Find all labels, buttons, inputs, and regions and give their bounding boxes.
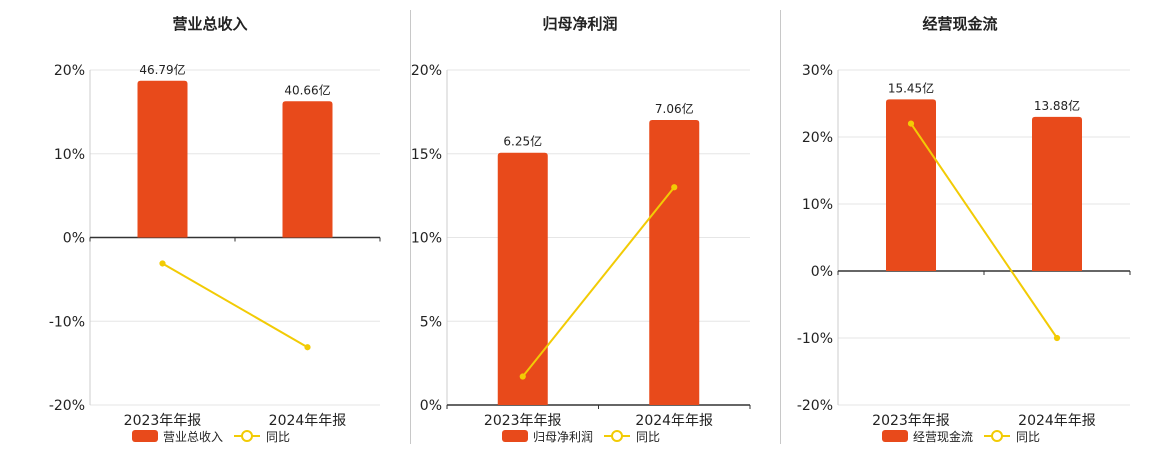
legend-label: 同比	[266, 430, 290, 444]
y-tick-label: -10%	[49, 314, 85, 330]
chart-svg: 经营现金流 30% 20% 10% 0% -10% -20% 15.45亿 13.88亿 2023…	[797, 15, 1131, 444]
legend-line-marker	[611, 430, 623, 442]
x-category-label: 2023年年报	[872, 413, 950, 429]
y-tick-label: -10%	[797, 331, 833, 347]
legend-label: 归母净利润	[533, 430, 593, 444]
y-tick-label: -20%	[49, 398, 85, 414]
legend-bar-swatch	[882, 430, 908, 442]
legend-line-marker	[991, 430, 1003, 442]
bar-data-label: 40.66亿	[284, 82, 330, 97]
chart-panel-revenue: 营业总收入 20% 10% 0% -10% -20% 46.79亿 40.66亿 2023年年报…	[0, 0, 410, 450]
panel-divider	[780, 10, 781, 444]
x-category-label: 2023年年报	[484, 413, 562, 429]
chart-panel-net-profit: 归母净利润 20% 15% 10% 5% 0% 6.25亿 7.06亿 2023年年报 2024年…	[410, 0, 780, 450]
x-category-label: 2024年年报	[1018, 413, 1096, 429]
legend: 营业总收入 同比	[132, 430, 290, 444]
chart-title: 营业总收入	[172, 15, 247, 33]
bar	[1032, 116, 1082, 272]
panel-divider	[410, 10, 411, 444]
x-category-label: 2024年年报	[269, 413, 347, 429]
chart-title: 经营现金流	[922, 15, 997, 33]
legend-label: 经营现金流	[913, 429, 973, 444]
yoy-point	[1053, 334, 1061, 342]
legend-label: 同比	[1016, 430, 1040, 444]
bar-data-label: 7.06亿	[655, 101, 694, 116]
y-tick-label: 5%	[420, 314, 442, 330]
legend-bar-swatch	[502, 430, 528, 442]
yoy-line	[910, 123, 1058, 339]
legend-bar-swatch	[132, 430, 158, 442]
legend: 归母净利润 同比	[502, 430, 660, 444]
chart-panel-cash-flow: 经营现金流 30% 20% 10% 0% -10% -20% 15.45亿 13.88亿 2023…	[780, 0, 1160, 450]
y-tick-label: 20%	[54, 63, 85, 79]
legend-line-marker	[241, 430, 253, 442]
chart-svg: 归母净利润 20% 15% 10% 5% 0% 6.25亿 7.06亿 2023年年报 2024年…	[411, 15, 751, 444]
bar	[649, 120, 700, 406]
y-tick-label: 10%	[54, 147, 85, 163]
bar-data-label: 46.79亿	[139, 62, 185, 77]
x-category-label: 2024年年报	[635, 413, 713, 429]
y-tick-label: 10%	[411, 231, 442, 247]
bar	[497, 152, 548, 405]
y-tick-label: 20%	[802, 130, 833, 146]
y-tick-label: -20%	[797, 398, 833, 414]
bar-data-label: 15.45亿	[888, 80, 934, 95]
chart-title: 归母净利润	[542, 15, 617, 33]
y-tick-label: 0%	[63, 231, 85, 247]
bar-data-label: 13.88亿	[1034, 98, 1080, 113]
x-category-label: 2023年年报	[124, 413, 202, 429]
yoy-line	[161, 262, 309, 349]
yoy-point	[304, 344, 311, 351]
legend: 经营现金流 同比	[882, 429, 1040, 444]
bar	[137, 80, 188, 238]
yoy-point	[907, 120, 915, 127]
legend-label: 同比	[636, 430, 660, 444]
y-tick-label: 0%	[811, 264, 833, 280]
y-tick-label: 0%	[420, 398, 442, 414]
y-tick-label: 20%	[411, 63, 442, 79]
bar-data-label: 6.25亿	[503, 134, 542, 149]
legend-label: 营业总收入	[163, 430, 223, 444]
chart-svg: 营业总收入 20% 10% 0% -10% -20% 46.79亿 40.66亿 2023年年报…	[49, 15, 381, 444]
y-tick-label: 10%	[802, 197, 833, 213]
y-tick-label: 30%	[802, 63, 833, 79]
bar	[282, 101, 333, 238]
yoy-point	[671, 184, 678, 191]
yoy-point	[159, 260, 166, 267]
yoy-point	[519, 373, 526, 380]
yoy-line	[521, 186, 676, 378]
y-tick-label: 15%	[411, 147, 442, 163]
